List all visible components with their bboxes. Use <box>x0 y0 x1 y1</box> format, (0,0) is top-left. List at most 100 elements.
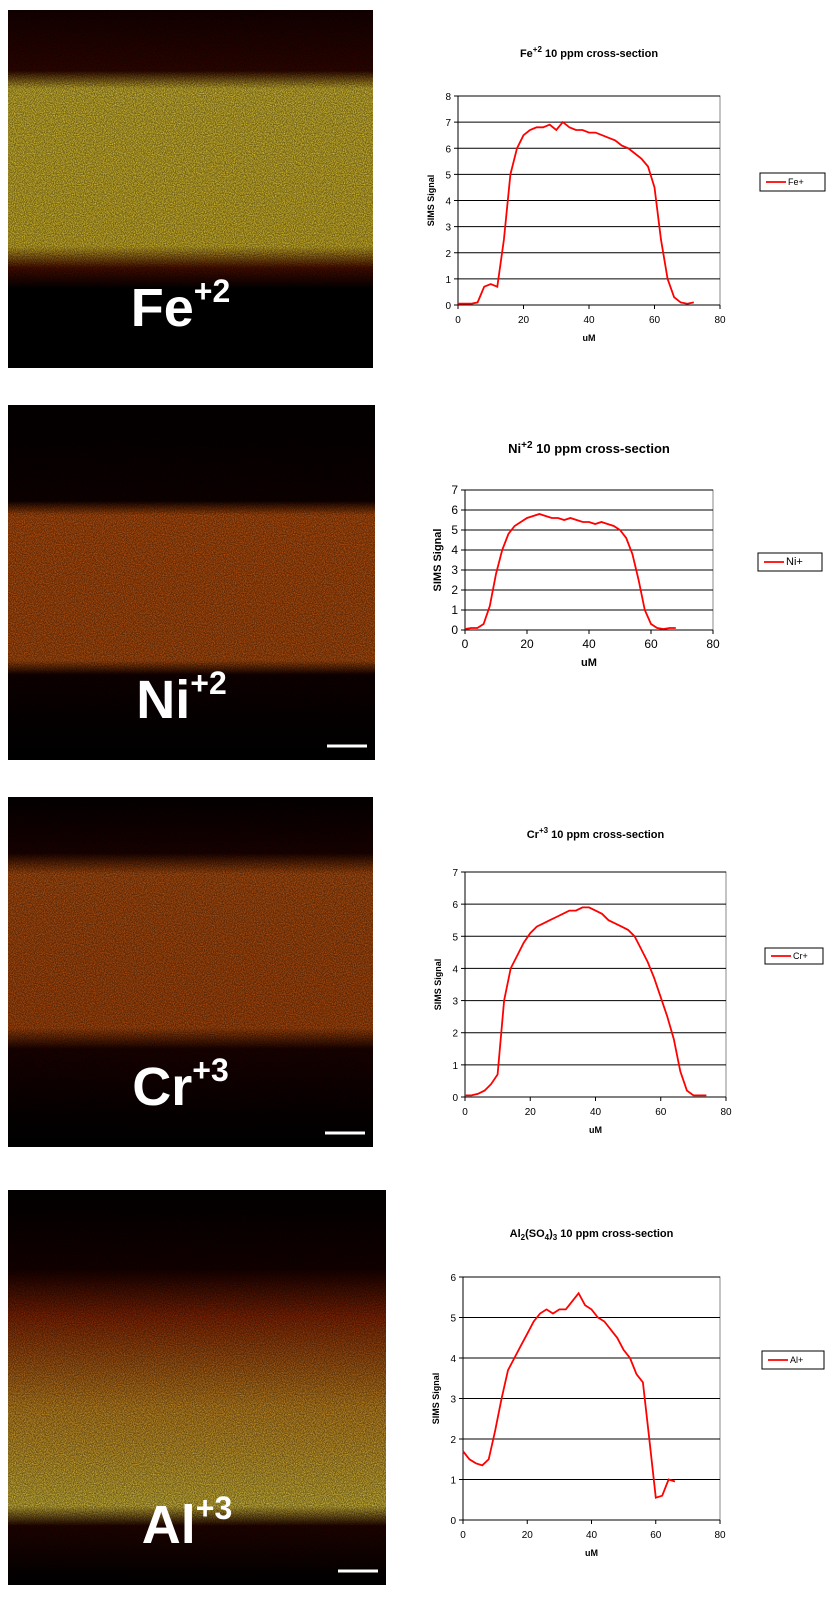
title-part: 10 ppm cross-section <box>533 441 670 456</box>
title-part: Al <box>510 1228 521 1240</box>
y-axis-label: SIMS Signal <box>432 529 444 592</box>
image-label: Fe+2 <box>131 273 231 338</box>
legend-label: Ni+ <box>786 556 803 568</box>
image-label: Ni+2 <box>136 665 226 730</box>
x-tick-label: 60 <box>650 1530 662 1541</box>
ion-symbol: Al <box>142 1495 196 1555</box>
title-part: 10 ppm cross-section <box>557 1228 673 1240</box>
x-axis-label: uM <box>589 1125 602 1135</box>
x-tick-label: 40 <box>586 1530 598 1541</box>
x-tick-label: 40 <box>583 315 595 326</box>
sims-image-glow <box>8 1190 386 1585</box>
series-line <box>464 513 676 630</box>
y-tick-label: 7 <box>452 868 458 879</box>
x-tick-label: 80 <box>714 315 726 326</box>
y-tick-label: 2 <box>452 1029 458 1040</box>
y-tick-label: 2 <box>451 583 458 597</box>
ion-charge: +3 <box>192 1052 228 1088</box>
x-tick-label: 80 <box>706 637 720 651</box>
x-tick-label: 60 <box>649 315 661 326</box>
image-label: Cr+3 <box>132 1052 229 1117</box>
title-part: +2 <box>521 440 533 451</box>
x-axis-label: uM <box>583 333 596 343</box>
sims-image-glow <box>8 10 373 368</box>
legend-label: Fe+ <box>788 177 804 187</box>
ion-symbol: Ni <box>136 670 190 730</box>
y-tick-label: 4 <box>452 964 458 975</box>
x-tick-label: 0 <box>462 1107 468 1118</box>
ion-charge: +2 <box>190 665 226 701</box>
x-tick-label: 0 <box>460 1530 466 1541</box>
series-line <box>458 120 694 305</box>
x-tick-label: 80 <box>720 1107 732 1118</box>
y-tick-label: 6 <box>451 503 458 517</box>
title-part: 4 <box>545 1233 550 1242</box>
x-tick-label: 80 <box>714 1530 726 1541</box>
y-axis-label: SIMS Signal <box>433 959 443 1011</box>
title-part: Fe <box>520 48 533 60</box>
y-tick-label: 0 <box>452 1093 458 1104</box>
y-tick-label: 5 <box>452 932 458 943</box>
title-part: Cr <box>527 829 540 841</box>
legend-box <box>761 1350 825 1370</box>
y-tick-label: 5 <box>450 1314 456 1325</box>
x-tick-label: 60 <box>655 1107 667 1118</box>
title-part: 10 ppm cross-section <box>548 829 664 841</box>
y-tick-label: 0 <box>451 623 458 637</box>
y-tick-label: 3 <box>445 223 451 234</box>
title-part: 2 <box>521 1233 526 1242</box>
y-tick-label: 0 <box>450 1516 456 1527</box>
x-tick-label: 0 <box>462 637 469 651</box>
sims-image-glow <box>8 797 373 1147</box>
title-part: 3 <box>553 1233 558 1242</box>
series-line <box>462 1291 676 1499</box>
x-tick-label: 20 <box>522 1530 534 1541</box>
y-tick-label: 2 <box>445 249 451 260</box>
plot-area <box>464 489 714 631</box>
ion-charge: +2 <box>194 273 230 309</box>
title-part: (SO <box>525 1228 545 1240</box>
legend-label: Al+ <box>790 1355 803 1365</box>
plot-area <box>464 871 727 1098</box>
y-tick-label: 8 <box>445 92 451 103</box>
y-tick-label: 4 <box>445 197 451 208</box>
legend-box <box>757 552 823 572</box>
y-tick-label: 1 <box>452 1061 458 1072</box>
chart-title: Fe+2 10 ppm cross-section <box>520 45 658 60</box>
y-tick-label: 4 <box>451 543 458 557</box>
y-tick-label: 7 <box>445 118 451 129</box>
x-tick-label: 40 <box>582 637 596 651</box>
y-tick-label: 5 <box>451 523 458 537</box>
y-tick-label: 3 <box>450 1395 456 1406</box>
y-tick-label: 6 <box>452 900 458 911</box>
x-tick-label: 20 <box>518 315 530 326</box>
image-label: Al+3 <box>142 1490 232 1555</box>
ion-charge: +3 <box>196 1490 232 1526</box>
series-line <box>465 906 707 1097</box>
y-axis-label: SIMS Signal <box>426 175 436 227</box>
x-axis-label: uM <box>585 1548 598 1558</box>
title-part: 10 ppm cross-section <box>542 48 658 60</box>
y-tick-label: 2 <box>450 1435 456 1446</box>
title-part: ) <box>549 1228 553 1240</box>
x-tick-label: 20 <box>520 637 534 651</box>
legend-box <box>764 947 824 965</box>
legend-box <box>759 172 826 192</box>
y-tick-label: 3 <box>452 997 458 1008</box>
y-tick-label: 6 <box>450 1273 456 1284</box>
ion-symbol: Fe <box>131 278 194 338</box>
x-tick-label: 40 <box>590 1107 602 1118</box>
ion-symbol: Cr <box>132 1057 192 1117</box>
x-tick-label: 0 <box>455 315 461 326</box>
y-tick-label: 5 <box>445 170 451 181</box>
y-tick-label: 1 <box>445 275 451 286</box>
title-part: +3 <box>539 826 549 835</box>
y-tick-label: 1 <box>451 603 458 617</box>
y-tick-label: 3 <box>451 563 458 577</box>
legend-label: Cr+ <box>793 951 808 961</box>
sims-image-glow <box>8 405 375 760</box>
x-tick-label: 60 <box>644 637 658 651</box>
y-tick-label: 1 <box>450 1476 456 1487</box>
